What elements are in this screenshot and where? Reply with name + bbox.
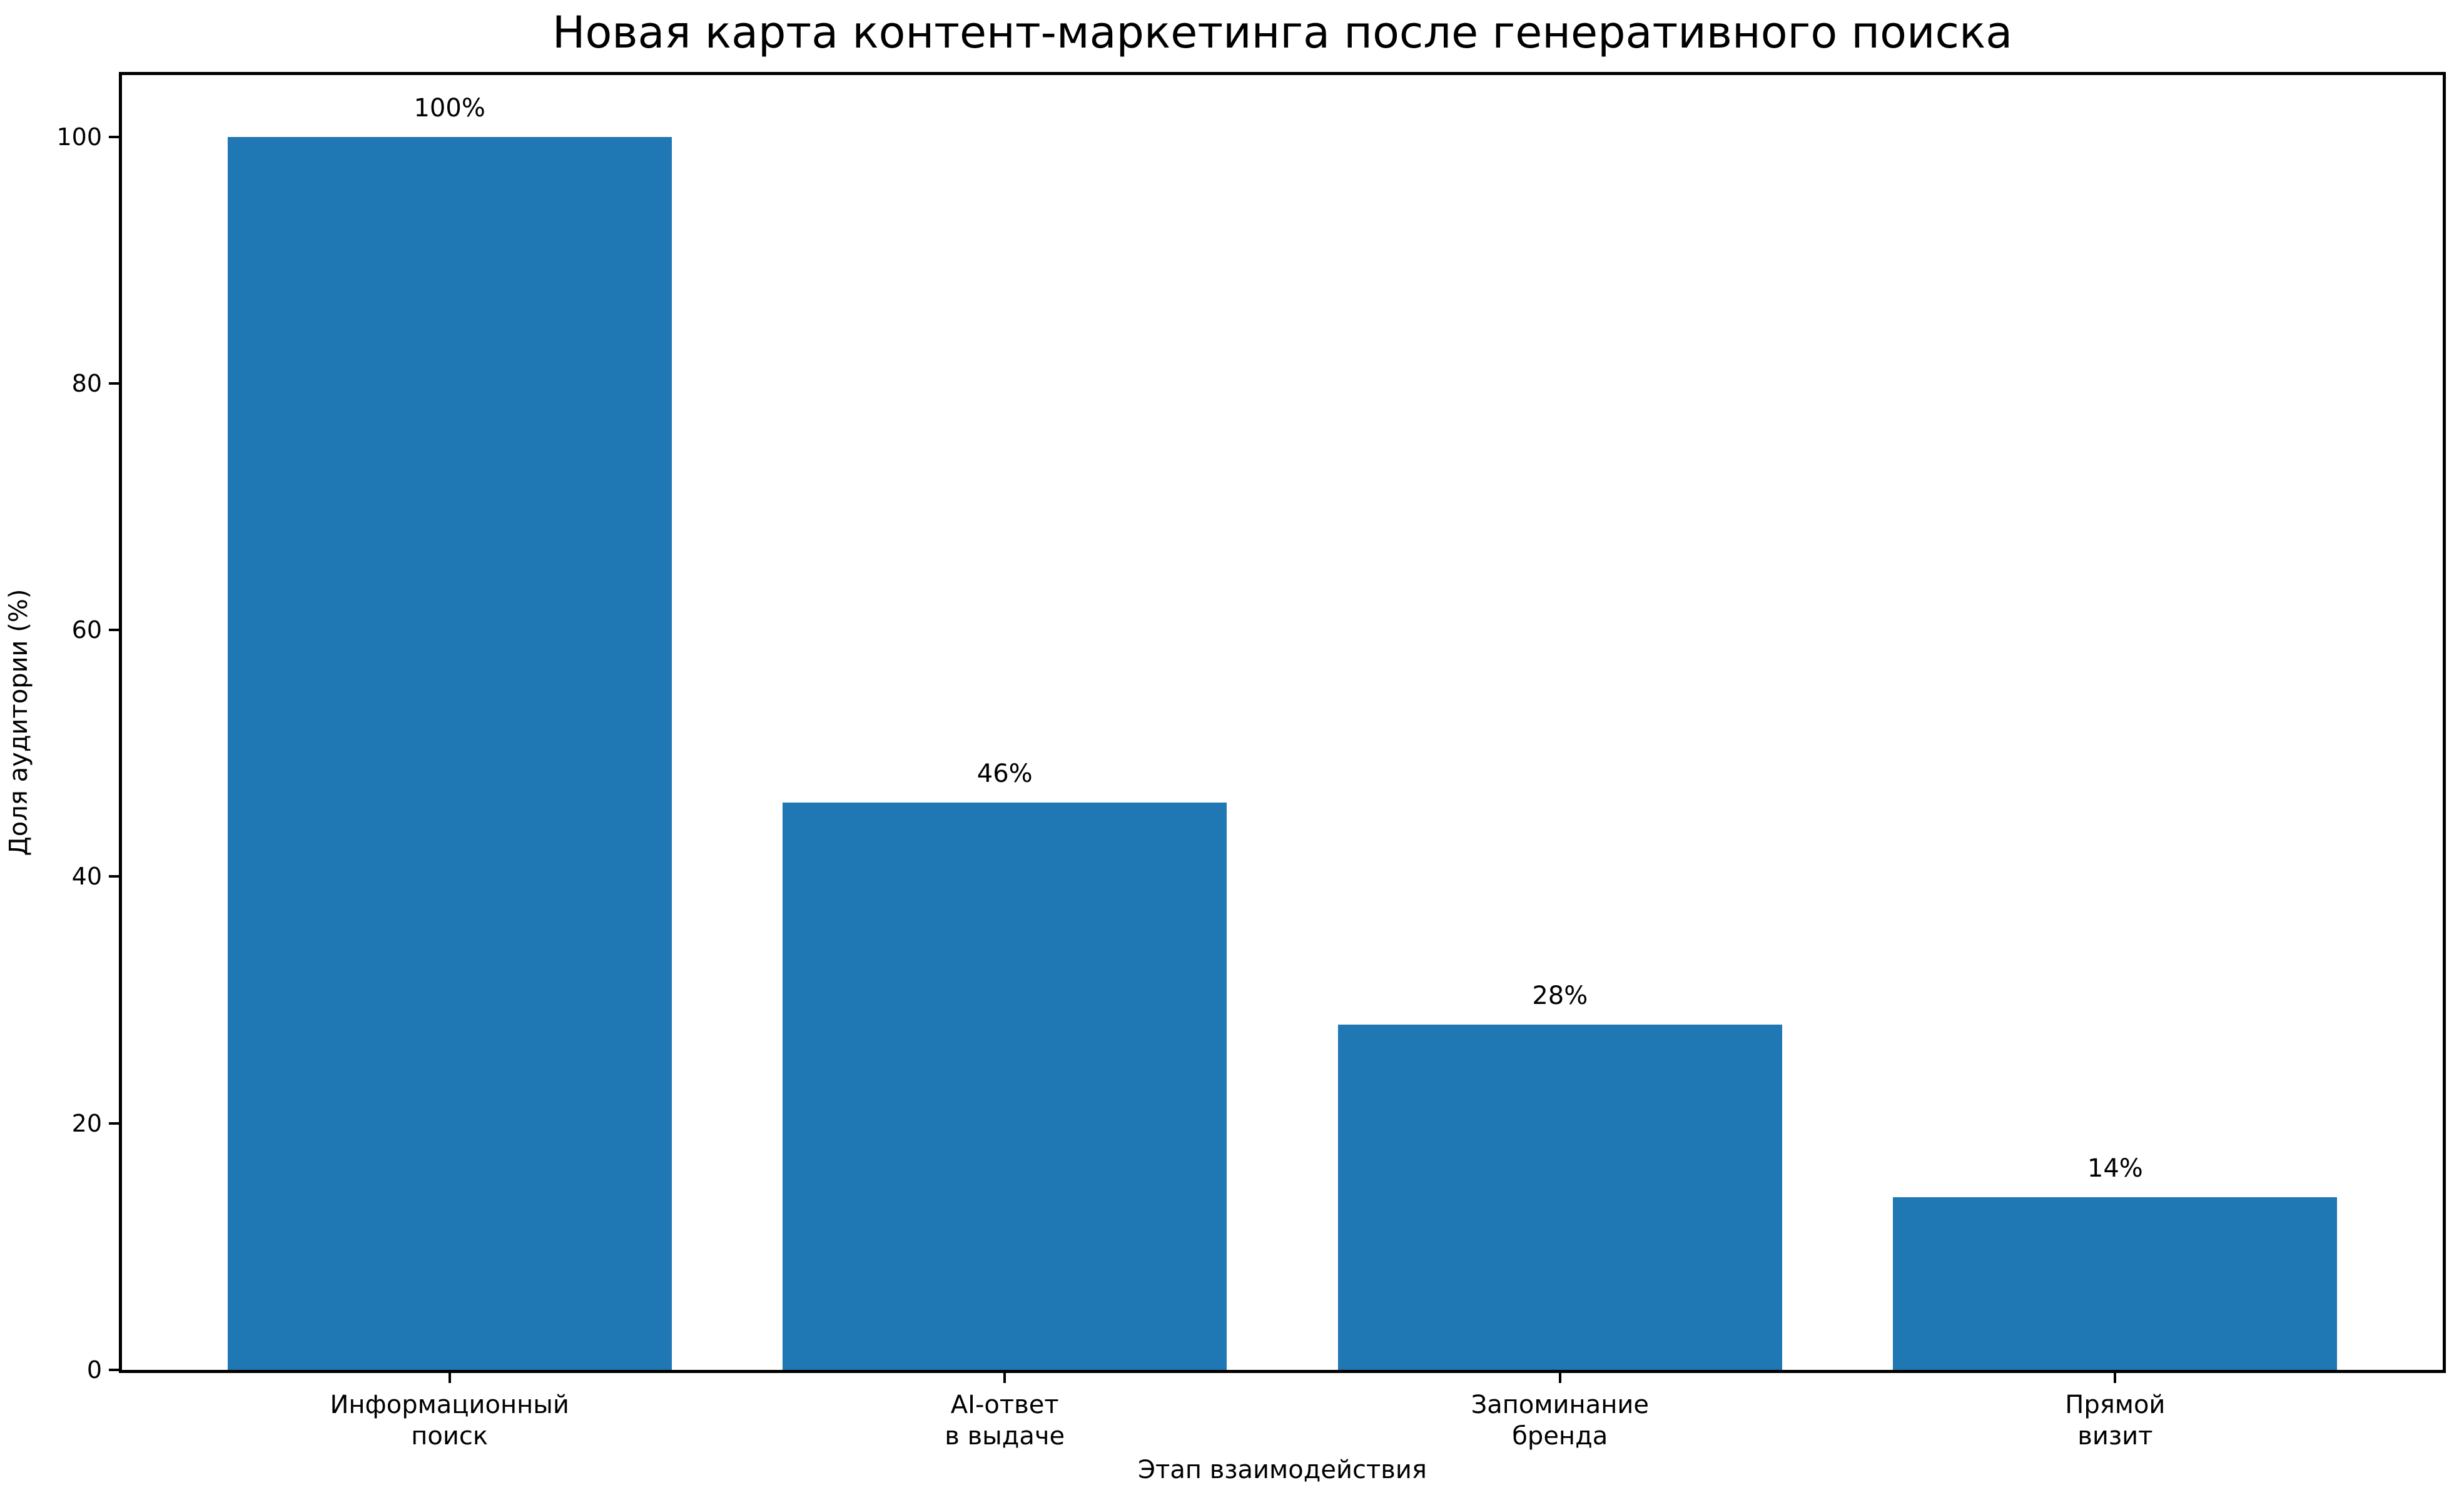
category-label: Запоминание бренда xyxy=(1471,1389,1649,1452)
x-axis-label: Этап взаимодействия xyxy=(1138,1456,1427,1484)
category-label-line: в выдаче xyxy=(945,1422,1065,1451)
bar xyxy=(227,136,672,1370)
y-tick-label: 0 xyxy=(86,1356,102,1384)
bar xyxy=(1337,1025,1782,1370)
x-tick xyxy=(2114,1373,2117,1383)
category-label-line: Запоминание xyxy=(1471,1391,1649,1419)
y-tick-label: 60 xyxy=(71,616,102,644)
y-tick-label: 20 xyxy=(71,1109,102,1137)
category-label-line: AI-ответ xyxy=(950,1391,1059,1419)
bar-value-label: 28% xyxy=(1532,981,1588,1010)
y-tick xyxy=(109,382,119,385)
y-tick-label: 100 xyxy=(56,123,102,151)
y-tick-label: 80 xyxy=(71,369,102,397)
bar-value-label: 100% xyxy=(413,93,485,123)
category-label-line: бренда xyxy=(1512,1422,1608,1451)
y-axis-label: Доля аудитории (%) xyxy=(4,589,33,856)
x-tick xyxy=(1558,1373,1561,1383)
y-tick xyxy=(109,629,119,632)
x-tick xyxy=(1003,1373,1006,1383)
category-label: Прямой визит xyxy=(2065,1389,2165,1452)
y-tick-label: 40 xyxy=(71,863,102,891)
plot-area: 100% Информационный поиск 46% AI-ответ в выда… xyxy=(56,72,2446,1451)
y-tick xyxy=(109,875,119,878)
x-tick xyxy=(448,1373,451,1383)
bar xyxy=(783,803,1227,1370)
category-label-line: визит xyxy=(2077,1422,2153,1451)
bar-value-label: 46% xyxy=(976,759,1033,789)
category-label-line: Информационный xyxy=(330,1391,569,1419)
category-label-line: поиск xyxy=(411,1422,489,1451)
bar-value-label: 14% xyxy=(2087,1154,2143,1183)
bar xyxy=(1893,1197,2338,1370)
category-label: AI-ответ в выдаче xyxy=(945,1389,1065,1452)
category-label-line: Прямой xyxy=(2065,1391,2166,1419)
y-tick xyxy=(109,135,119,138)
y-tick xyxy=(109,1122,119,1125)
chart-title: Новая карта контент-маркетинга после ген… xyxy=(552,7,2013,58)
y-tick xyxy=(109,1369,119,1371)
category-label: Информационный поиск xyxy=(330,1389,569,1452)
